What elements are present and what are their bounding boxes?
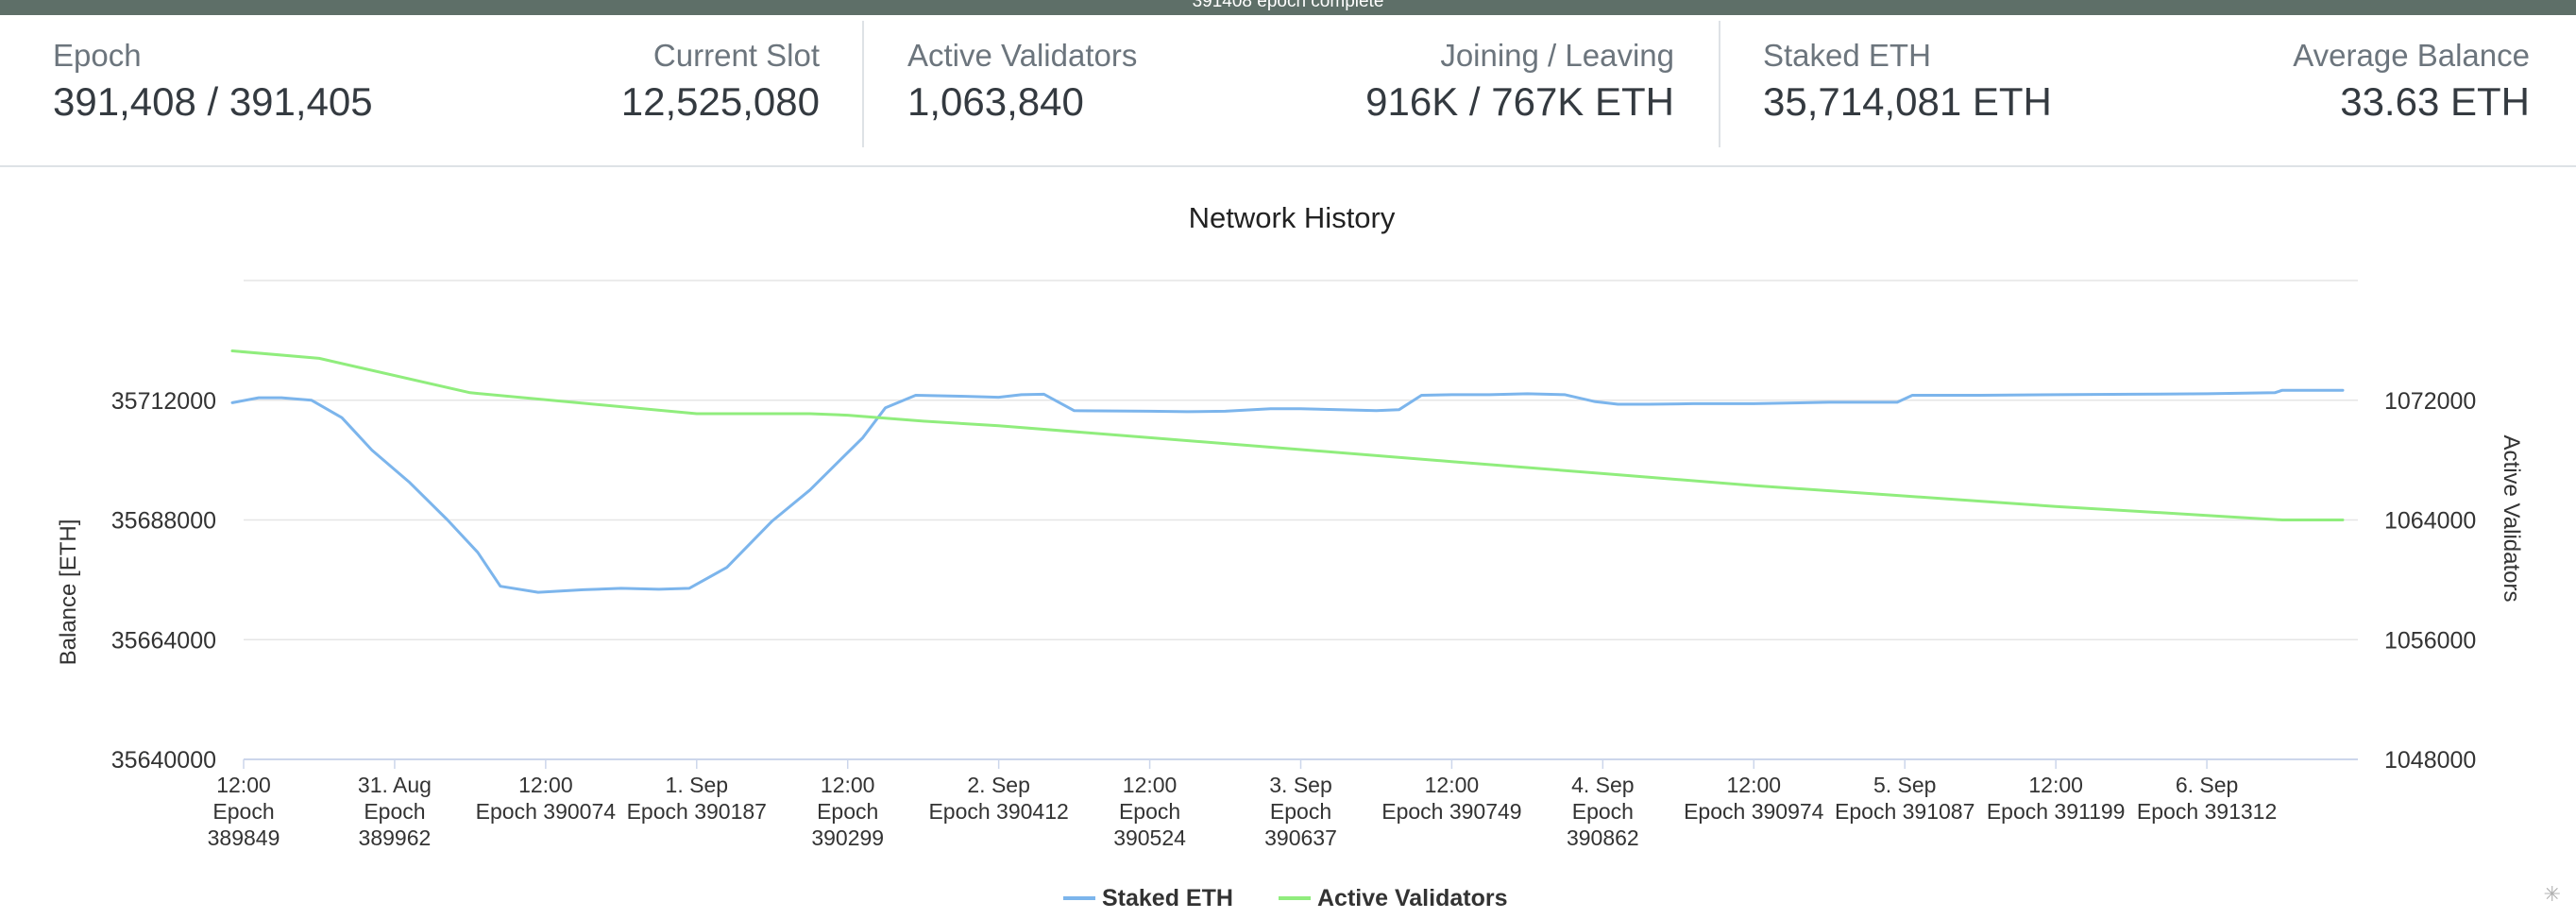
series-line-staked-eth	[230, 388, 2345, 594]
stats-group-validators: Active Validators 1,063,840 Joining / Le…	[907, 15, 1674, 165]
x-tick-label: 6. Sep Epoch 391312	[2137, 773, 2277, 824]
stat-average-balance-label: Average Balance	[2293, 38, 2530, 73]
y-right-tick-label: 1048000	[2384, 747, 2476, 774]
legend-label-staked-eth: Staked ETH	[1102, 885, 1233, 911]
x-tick-label: 1. Sep Epoch 390187	[627, 773, 767, 824]
stat-active-validators-label: Active Validators	[907, 38, 1138, 73]
x-tick-label: 12:00 Epoch 390749	[1381, 773, 1521, 824]
x-tick-label: 12:00 Epoch 389849	[208, 773, 280, 850]
stats-divider	[862, 21, 864, 147]
legend-label-active-validators: Active Validators	[1317, 885, 1507, 911]
chart-legend[interactable]: Staked ETH Active Validators	[1063, 885, 1507, 911]
network-history-chart: Network History 12:00 Epoch 389849 31. Aug E…	[0, 167, 2576, 914]
stat-epoch-label: Epoch	[53, 38, 142, 73]
y-axis-right: 1048000 1056000 1064000 1072000	[2384, 388, 2476, 774]
y-right-tick-label: 1056000	[2384, 627, 2476, 654]
y-left-tick-label: 35688000	[111, 508, 216, 535]
x-tick-label: 12:00 Epoch 390299	[811, 773, 884, 850]
stats-panel: Epoch 391,408 / 391,405 Current Slot 12,…	[0, 15, 2576, 167]
x-tick-label: 2. Sep Epoch 390412	[928, 773, 1068, 824]
x-tick-label: 12:00 Epoch 390974	[1684, 773, 1824, 824]
stat-joining-leaving-label: Joining / Leaving	[1440, 38, 1674, 73]
status-text: 391408 epoch complete	[1192, 0, 1384, 11]
chart-svg: Network History 12:00 Epoch 389849 31. Aug E…	[56, 201, 2524, 911]
y-left-tick-label: 35640000	[111, 747, 216, 774]
watermark: ✳︎	[2543, 882, 2561, 906]
chart-title: Network History	[1189, 201, 1396, 234]
x-tick-label: 12:00 Epoch 391199	[1987, 773, 2126, 824]
x-tick-label: 12:00 Epoch 390074	[476, 773, 617, 824]
x-axis: 12:00 Epoch 389849 31. Aug Epoch 389962 12:00 E…	[208, 759, 2277, 850]
x-tick-label: 3. Sep Epoch 390637	[1264, 773, 1337, 850]
stat-staked-eth-value: 35,714,081 ETH	[1763, 79, 2052, 124]
status-bar: 391408 epoch complete	[0, 0, 2576, 15]
stats-divider	[1719, 21, 1720, 147]
stat-staked-eth-label: Staked ETH	[1763, 38, 1931, 73]
legend-item-active-validators[interactable]: Active Validators	[1279, 885, 1507, 911]
x-tick-label: 12:00 Epoch 390524	[1113, 773, 1186, 850]
x-tick-label: 5. Sep Epoch 391087	[1835, 773, 1974, 824]
y-axis-left: 35640000 35664000 35688000 35712000	[111, 388, 216, 774]
legend-item-staked-eth[interactable]: Staked ETH	[1063, 885, 1233, 911]
gridlines	[244, 280, 2358, 760]
stat-epoch-value: 391,408 / 391,405	[53, 79, 373, 124]
y-left-tick-label: 35712000	[111, 388, 216, 415]
stat-average-balance-value: 33.63 ETH	[2340, 79, 2530, 124]
stats-group-balance: Staked ETH 35,714,081 ETH Average Balanc…	[1763, 15, 2530, 165]
y-right-tick-label: 1064000	[2384, 508, 2476, 535]
x-tick-label: 31. Aug Epoch 389962	[358, 773, 432, 850]
y-left-tick-label: 35664000	[111, 627, 216, 654]
series-line-active-validators	[230, 349, 2345, 521]
y-right-tick-label: 1072000	[2384, 388, 2476, 415]
y-axis-left-title: Balance [ETH]	[56, 519, 81, 666]
stat-current-slot-value: 12,525,080	[620, 79, 820, 124]
stat-joining-leaving-value: 916K / 767K ETH	[1365, 79, 1674, 124]
y-axis-right-title: Active Validators	[2499, 435, 2524, 603]
series-lines	[230, 349, 2345, 594]
stat-active-validators-value: 1,063,840	[907, 79, 1084, 124]
stats-group-epoch: Epoch 391,408 / 391,405 Current Slot 12,…	[53, 15, 820, 165]
x-tick-label: 4. Sep Epoch 390862	[1567, 773, 1639, 850]
stat-current-slot-label: Current Slot	[652, 38, 820, 73]
